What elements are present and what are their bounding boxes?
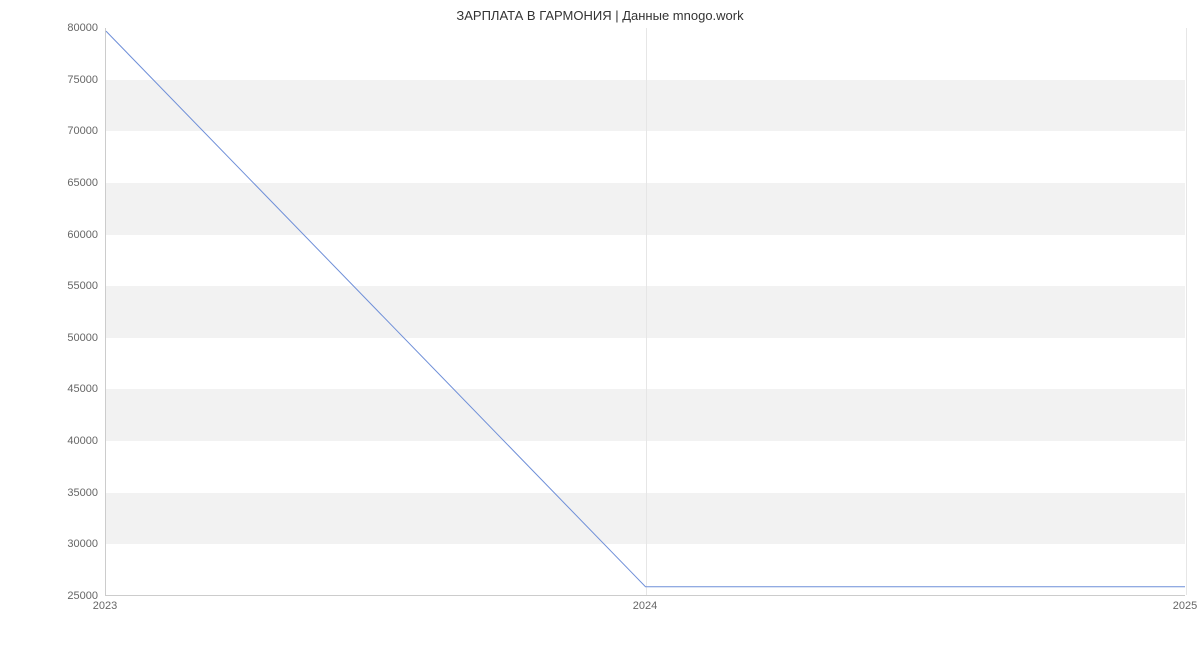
x-tick-label: 2023 [93,600,117,612]
y-tick-label: 60000 [38,229,98,241]
y-tick-label: 80000 [38,22,98,34]
chart-title: ЗАРПЛАТА В ГАРМОНИЯ | Данные mnogo.work [0,8,1200,23]
y-tick-label: 65000 [38,177,98,189]
y-tick-label: 25000 [38,590,98,602]
y-tick-label: 40000 [38,435,98,447]
line-series [106,28,1185,595]
y-tick-label: 70000 [38,125,98,137]
x-tick-label: 2025 [1173,600,1197,612]
salary-chart: ЗАРПЛАТА В ГАРМОНИЯ | Данные mnogo.work … [0,0,1200,650]
y-tick-label: 55000 [38,280,98,292]
x-tick-label: 2024 [633,600,657,612]
y-tick-label: 30000 [38,538,98,550]
x-gridline [1186,28,1187,595]
y-tick-label: 50000 [38,332,98,344]
y-tick-label: 45000 [38,383,98,395]
plot-area [105,28,1185,596]
y-tick-label: 35000 [38,487,98,499]
y-tick-label: 75000 [38,74,98,86]
